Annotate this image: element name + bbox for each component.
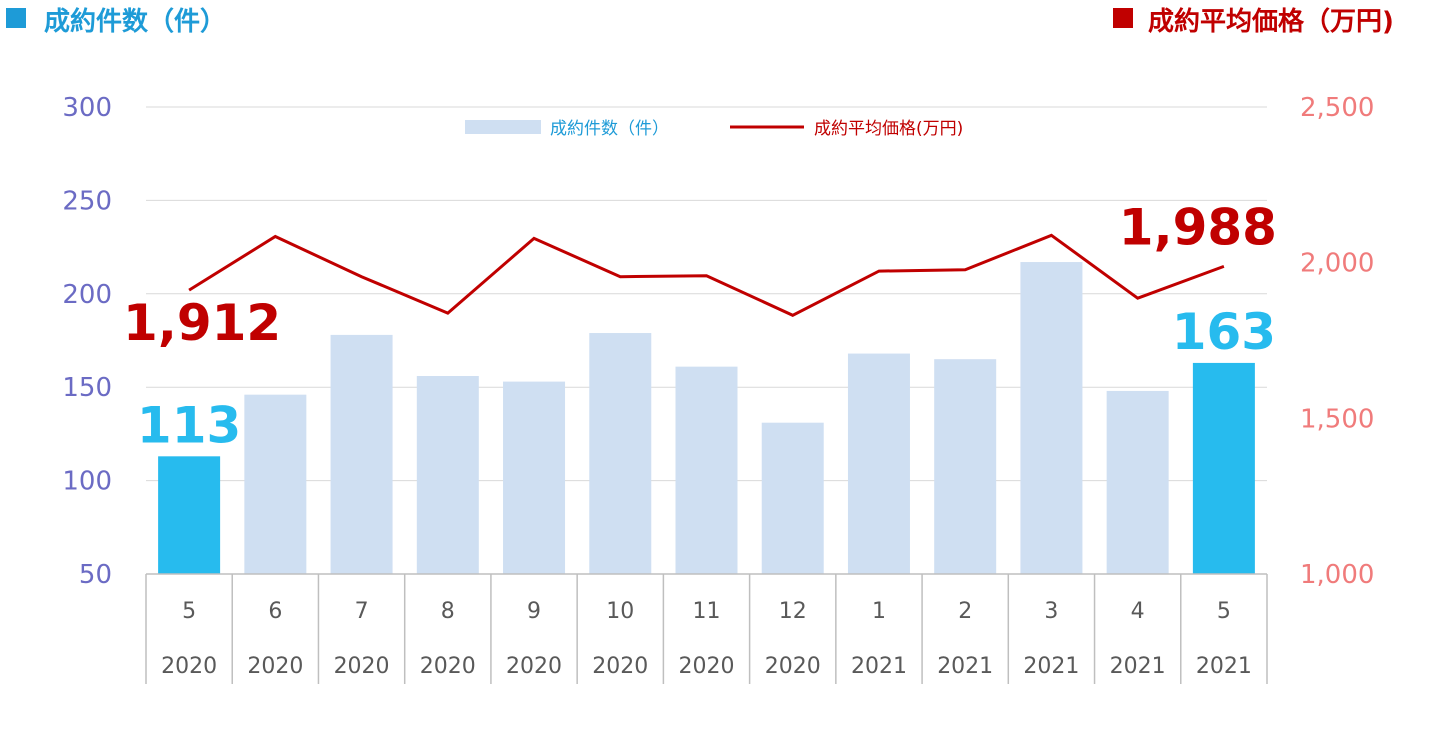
left-axis-tick-label: 150: [62, 373, 112, 403]
left-axis-tick-label: 250: [62, 186, 112, 216]
x-tick-year: 2020: [334, 654, 390, 679]
x-tick-month: 12: [779, 599, 807, 624]
x-tick-month: 7: [355, 599, 369, 624]
right-axis-tick-label: 2,000: [1300, 249, 1374, 279]
bar: [934, 359, 997, 574]
left-axis-tick-label: 50: [79, 560, 112, 590]
left-axis-tick-label: 300: [62, 93, 112, 123]
x-tick-month: 3: [1044, 599, 1058, 624]
right-axis-tick-label: 2,500: [1300, 93, 1374, 123]
bar: [1192, 362, 1255, 574]
annotation-last-count: 163: [1172, 303, 1276, 361]
legend-bar-label: 成約件数（件）: [550, 119, 669, 139]
bar: [589, 333, 652, 574]
annotation-first-count: 113: [137, 396, 241, 454]
bar: [503, 381, 566, 574]
annotation-last-price: 1,988: [1119, 198, 1277, 256]
legend-bar-swatch: [465, 120, 541, 134]
bar: [1020, 262, 1083, 574]
left-axis-tick-label: 200: [62, 280, 112, 310]
bar: [416, 375, 479, 574]
bar: [330, 334, 393, 574]
x-tick-year: 2020: [247, 654, 303, 679]
right-axis-tick-label: 1,000: [1300, 560, 1374, 590]
right-axis-tick-label: 1,500: [1300, 404, 1374, 434]
x-tick-month: 5: [1217, 599, 1231, 624]
bar: [244, 394, 307, 574]
axes: 50 100 150 200 250 300 1,000 1,500 2,000 2,500: [62, 93, 1374, 590]
x-tick-year: 2021: [937, 654, 993, 679]
x-tick-year: 2021: [851, 654, 907, 679]
count-header-marker: [6, 8, 26, 28]
price-header-title: 成約平均価格（万円): [1148, 6, 1394, 37]
bar: [158, 456, 221, 574]
x-tick-month: 8: [441, 599, 455, 624]
annotation-first-price: 1,912: [123, 294, 281, 352]
price-header-marker: [1113, 8, 1133, 28]
x-tick-year: 2020: [506, 654, 562, 679]
count-header-title: 成約件数（件）: [44, 6, 226, 37]
x-tick-year: 2020: [161, 654, 217, 679]
x-tick-year: 2020: [420, 654, 476, 679]
x-tick-month: 11: [693, 599, 721, 624]
x-tick-year: 2020: [765, 654, 821, 679]
line-series: [188, 233, 1225, 317]
x-tick-month: 5: [182, 599, 196, 624]
x-tick-month: 4: [1131, 599, 1145, 624]
x-tick-month: 10: [606, 599, 634, 624]
x-tick-year: 2021: [1110, 654, 1166, 679]
price-line: [188, 233, 1225, 317]
x-tick-month: 9: [527, 599, 541, 624]
x-tick-month: 1: [872, 599, 886, 624]
category-axis: 5202062020720208202092020102020112020122…: [145, 573, 1268, 684]
bar: [1106, 390, 1169, 574]
x-tick-year: 2021: [1023, 654, 1079, 679]
bar: [847, 353, 910, 574]
bar: [675, 366, 738, 574]
bar-series: [158, 262, 1255, 574]
legend-line-label: 成約平均価格(万円): [814, 119, 963, 139]
x-tick-year: 2020: [679, 654, 735, 679]
legend: 成約件数（件） 成約平均価格(万円): [465, 119, 963, 139]
x-tick-year: 2020: [592, 654, 648, 679]
x-tick-month: 2: [958, 599, 972, 624]
x-tick-month: 6: [268, 599, 282, 624]
left-axis-tick-label: 100: [62, 467, 112, 497]
x-tick-year: 2021: [1196, 654, 1252, 679]
bar: [761, 422, 824, 574]
